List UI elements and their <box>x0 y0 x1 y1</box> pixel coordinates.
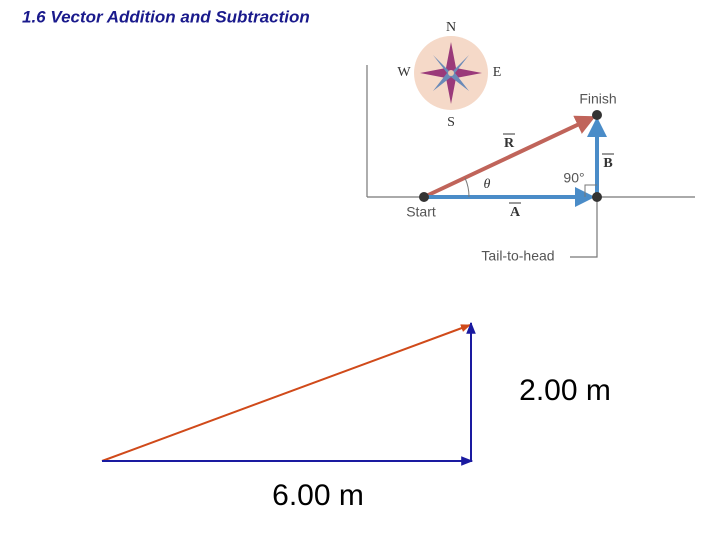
compass-s: S <box>447 115 455 130</box>
horizontal-label: 6.00 m <box>272 479 364 512</box>
finish-dot <box>592 110 602 120</box>
vector-r <box>423 115 596 199</box>
b-label: B <box>603 156 612 171</box>
r-label: R <box>504 136 515 151</box>
resultant-line <box>101 324 471 462</box>
right-angle-label: 90° <box>563 170 584 186</box>
finish-label: Finish <box>579 91 616 107</box>
theta-label: θ <box>484 177 491 192</box>
compass-e: E <box>493 65 502 80</box>
corner-dot <box>592 192 602 202</box>
vertical-label: 2.00 m <box>519 374 611 407</box>
compass-w: W <box>397 65 411 80</box>
slide-title: 1.6 Vector Addition and Subtraction <box>22 7 310 26</box>
caption: Tail-to-head <box>481 248 554 264</box>
bracket <box>570 197 598 258</box>
start-label: Start <box>406 204 436 220</box>
angle-arc <box>464 177 470 198</box>
compass-n: N <box>446 20 456 35</box>
compass <box>414 36 488 110</box>
a-label: A <box>510 205 521 220</box>
right-angle-mark <box>584 184 597 197</box>
start-dot <box>419 192 429 202</box>
